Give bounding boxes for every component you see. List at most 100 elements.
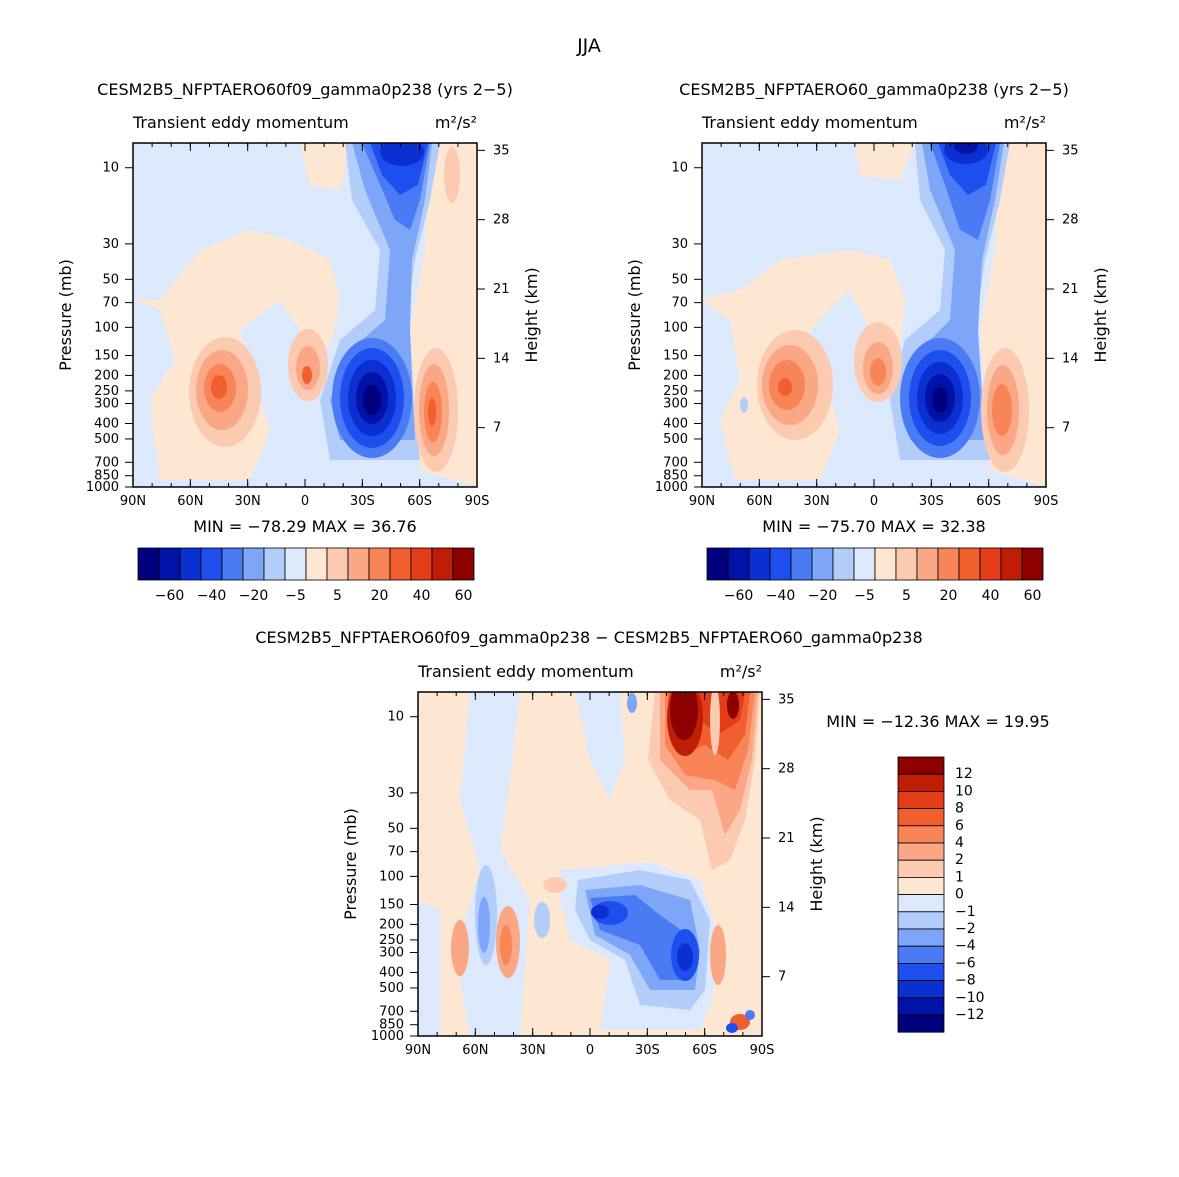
y-right-tick-label: 28 [493,213,510,228]
colorbar-label: −40 [766,588,796,604]
colorbar-label: −60 [155,588,185,604]
y-right-tick-label: 35 [778,692,795,707]
colorbar-label: 60 [1024,588,1042,604]
colorbar-swatch [727,547,750,581]
y-tick-label: 300 [94,397,119,412]
colorbar-swatch [897,928,945,947]
panel-right-stats: MIN = −75.70 MAX = 32.38 [762,517,985,536]
y-right-tick-label: 35 [493,143,510,158]
y-tick-label: 700 [94,455,119,470]
colorbar-swatch [200,547,223,581]
colorbar-swatch [368,547,391,581]
colorbar-swatch [790,547,813,581]
colorbar-swatch [937,547,960,581]
colorbar-swatch [748,547,771,581]
colorbar-swatch [897,756,945,775]
panel-right-title: CESM2B5_NFPTAERO60_gamma0p238 (yrs 2−5) [679,80,1069,100]
y-tick-label: 500 [663,432,688,447]
colorbar-swatch [897,859,945,878]
panel-left-title: CESM2B5_NFPTAERO60f09_gamma0p238 (yrs 2−… [97,80,513,100]
panel-right-units: m²/s² [1004,113,1046,132]
x-tick-label: 30N [235,494,261,509]
y-tick-label: 30 [387,786,404,801]
panel-left-axes: 90N 60N 30N 0 30S 60S 90S103050701001502002503… [56,143,541,509]
colorbar-swatch [853,547,876,581]
colorbar-swatch [263,547,286,581]
colorbar-label: −4 [955,938,976,954]
colorbar-swatch [389,547,412,581]
colorbar-swatch [431,547,454,581]
colorbar-swatch [811,547,834,581]
y-tick-label: 30 [102,237,119,252]
colorbar-label: −20 [239,588,269,604]
panel-diff-subtitle: Transient eddy momentum [417,662,634,681]
colorbar-swatch [706,547,729,581]
y-tick-label: 100 [663,320,688,335]
y-right-tick-label: 14 [778,900,795,915]
y-right-tick-label: 28 [1062,213,1079,228]
y-tick-label: 200 [379,917,404,932]
y-tick-label: 10 [671,161,688,176]
y-right-tick-label: 21 [778,831,795,846]
y-tick-label: 70 [102,296,119,311]
x-tick-label: 60N [462,1043,488,1058]
colorbar-swatch [897,945,945,964]
y-tick-label: 10 [102,161,119,176]
colorbar-label: 10 [955,783,973,799]
colorbar-swatch [1021,547,1044,581]
y-tick-label: 850 [94,469,119,484]
colorbar-swatch [1000,547,1023,581]
y-tick-label: 70 [671,296,688,311]
x-tick-label: 60S [407,494,432,509]
y-tick-label: 400 [94,416,119,431]
colorbar-label: −1 [955,904,976,920]
panel-left-stats: MIN = −78.29 MAX = 36.76 [193,517,416,536]
colorbar-swatch [895,547,918,581]
colorbar-swatch [284,547,307,581]
colorbar-swatch [897,997,945,1016]
y-tick-label: 500 [94,432,119,447]
panel-left-colorbar: −60 −40 −20 −5 5 20 40 60 [137,547,475,604]
panel-right-field [702,143,1046,487]
colorbar-label: −2 [955,921,976,937]
colorbar-swatch [897,842,945,861]
y-tick-label: 1000 [371,1029,404,1044]
colorbar-label: −60 [724,588,754,604]
y-right-tick-label: 7 [778,970,786,985]
y-tick-label: 700 [663,455,688,470]
colorbar-swatch [897,1014,945,1033]
x-tick-label: 90S [1034,494,1059,509]
y-right-tick-label: 7 [493,421,501,436]
colorbar-swatch [410,547,433,581]
colorbar-swatch [916,547,939,581]
colorbar-label: −5 [854,588,875,604]
colorbar-swatch [347,547,370,581]
panel-diff-field [418,692,762,1036]
x-tick-label: 90S [465,494,490,509]
colorbar-swatch [897,791,945,810]
colorbar-label: 5 [902,588,911,604]
contour-blue-40 [380,143,424,166]
colorbar-swatch [897,980,945,999]
x-tick-label: 30S [635,1043,660,1058]
x-tick-label: 60S [692,1043,717,1058]
y-tick-label: 50 [102,272,119,287]
y-tick-label: 10 [387,710,404,725]
colorbar-label: 1 [955,869,964,885]
colorbar-swatch [979,547,1002,581]
colorbar-swatch [158,547,181,581]
colorbar-swatch [897,773,945,792]
y-tick-label: 300 [379,946,404,961]
x-tick-label: 0 [586,1043,594,1058]
y-right-tick-label: 7 [1062,421,1070,436]
y-tick-label: 200 [94,368,119,383]
colorbar-label: 6 [955,818,964,834]
colorbar-swatch [326,547,349,581]
panel-right-axes: 90N 60N 30N 0 30S 60S 90S103050701001502002503… [625,143,1110,509]
x-tick-label: 90N [120,494,146,509]
y-tick-label: 30 [671,237,688,252]
panel-diff-title: CESM2B5_NFPTAERO60f09_gamma0p238 − CESM2… [255,628,922,648]
panel-left-units: m²/s² [435,113,477,132]
colorbar-label: 40 [982,588,1000,604]
